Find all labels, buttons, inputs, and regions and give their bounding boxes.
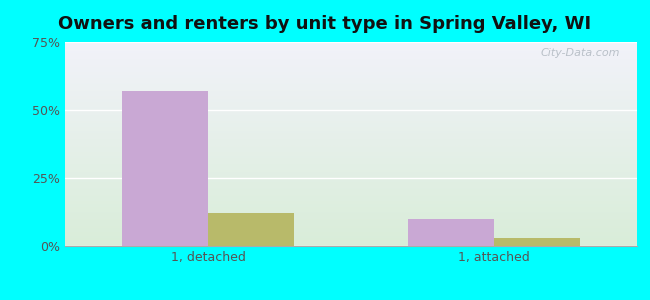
Bar (494, 238, 580, 246)
Text: City-Data.com: City-Data.com (540, 48, 620, 58)
Text: Owners and renters by unit type in Spring Valley, WI: Owners and renters by unit type in Sprin… (58, 15, 592, 33)
Bar (208, 213, 294, 246)
Bar (122, 91, 208, 246)
Bar (408, 219, 494, 246)
